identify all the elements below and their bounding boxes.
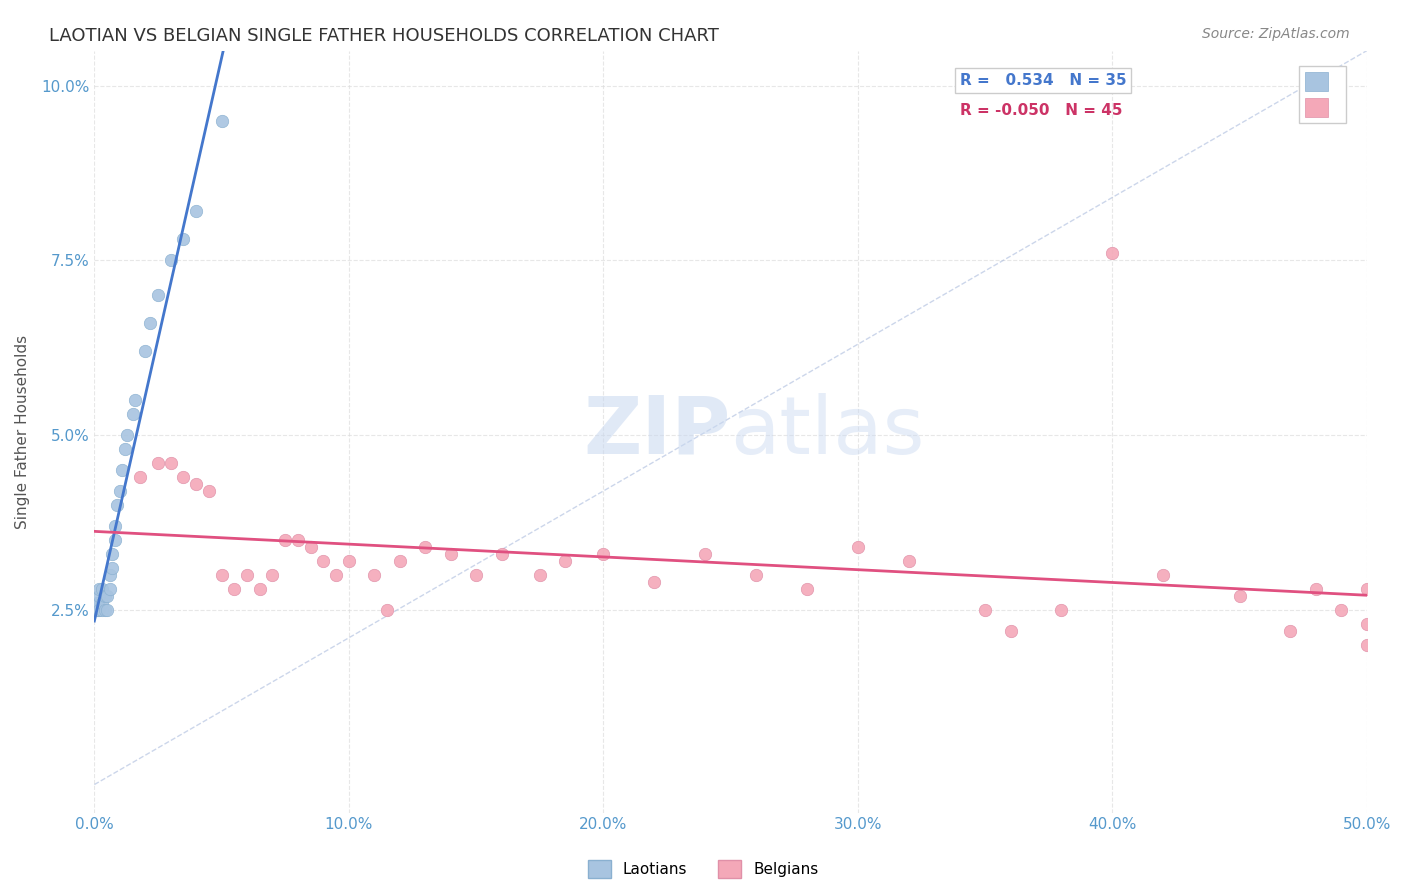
Point (91, 596, 114, 610)
Point (124, 393, 146, 408)
Point (159, 253, 181, 268)
Point (172, 232, 194, 246)
Point (101, 547, 124, 561)
Point (287, 533, 309, 547)
Text: Source: ZipAtlas.com: Source: ZipAtlas.com (1202, 27, 1350, 41)
Point (98, 568, 121, 582)
Point (91, 603, 114, 617)
Point (121, 407, 143, 421)
Point (1305, 582, 1327, 596)
Point (139, 316, 162, 330)
Point (159, 456, 181, 470)
Point (974, 603, 997, 617)
Point (186, 204, 208, 219)
Point (224, 582, 246, 596)
Point (87, 596, 110, 610)
Text: R =   0.534   N = 35: R = 0.534 N = 35 (960, 73, 1126, 88)
Point (89, 582, 111, 596)
Point (114, 442, 136, 456)
Point (363, 568, 385, 582)
Point (211, 113, 233, 128)
Text: ZIP: ZIP (583, 392, 731, 471)
Text: atlas: atlas (731, 392, 925, 471)
Point (262, 568, 284, 582)
Point (299, 540, 322, 554)
Point (695, 547, 717, 561)
Point (108, 483, 131, 498)
Point (846, 540, 869, 554)
Point (325, 568, 347, 582)
Point (211, 568, 233, 582)
Point (91, 582, 114, 596)
Point (1229, 589, 1251, 603)
Point (198, 483, 221, 498)
Point (465, 568, 488, 582)
Point (592, 547, 614, 561)
Point (87, 603, 110, 617)
Point (134, 344, 156, 359)
Text: LAOTIAN VS BELGIAN SINGLE FATHER HOUSEHOLDS CORRELATION CHART: LAOTIAN VS BELGIAN SINGLE FATHER HOUSEHO… (49, 27, 718, 45)
Point (1279, 624, 1302, 638)
Point (98, 582, 121, 596)
Point (101, 561, 124, 575)
Point (96, 603, 118, 617)
Y-axis label: Single Father Households: Single Father Households (15, 334, 30, 529)
Point (796, 582, 818, 596)
Point (491, 547, 513, 561)
Point (146, 288, 169, 302)
Point (86, 603, 108, 617)
Legend: , : , (1299, 66, 1347, 123)
Point (104, 533, 127, 547)
Point (554, 554, 576, 568)
Point (897, 554, 920, 568)
Point (249, 582, 271, 596)
Point (388, 554, 411, 568)
Point (1000, 624, 1022, 638)
Point (129, 470, 152, 484)
Point (643, 574, 665, 589)
Point (745, 568, 768, 582)
Point (104, 519, 127, 533)
Point (146, 456, 169, 470)
Legend: Laotians, Belgians: Laotians, Belgians (582, 854, 824, 884)
Point (172, 470, 194, 484)
Point (111, 463, 134, 477)
Point (337, 554, 360, 568)
Point (1330, 603, 1353, 617)
Point (1101, 246, 1123, 260)
Point (529, 568, 551, 582)
Point (84, 603, 107, 617)
Point (1355, 616, 1378, 631)
Point (1050, 603, 1073, 617)
Point (93, 589, 115, 603)
Point (93, 603, 115, 617)
Point (413, 540, 436, 554)
Point (1355, 638, 1378, 652)
Point (89, 603, 111, 617)
Point (96, 589, 118, 603)
Text: R = -0.050   N = 45: R = -0.050 N = 45 (960, 103, 1122, 119)
Point (89, 589, 111, 603)
Point (236, 568, 259, 582)
Point (86, 596, 108, 610)
Point (1152, 568, 1174, 582)
Point (1355, 582, 1378, 596)
Point (375, 603, 398, 617)
Point (117, 428, 139, 442)
Point (274, 533, 297, 547)
Point (186, 477, 208, 491)
Point (105, 498, 128, 512)
Point (440, 547, 463, 561)
Point (312, 554, 335, 568)
